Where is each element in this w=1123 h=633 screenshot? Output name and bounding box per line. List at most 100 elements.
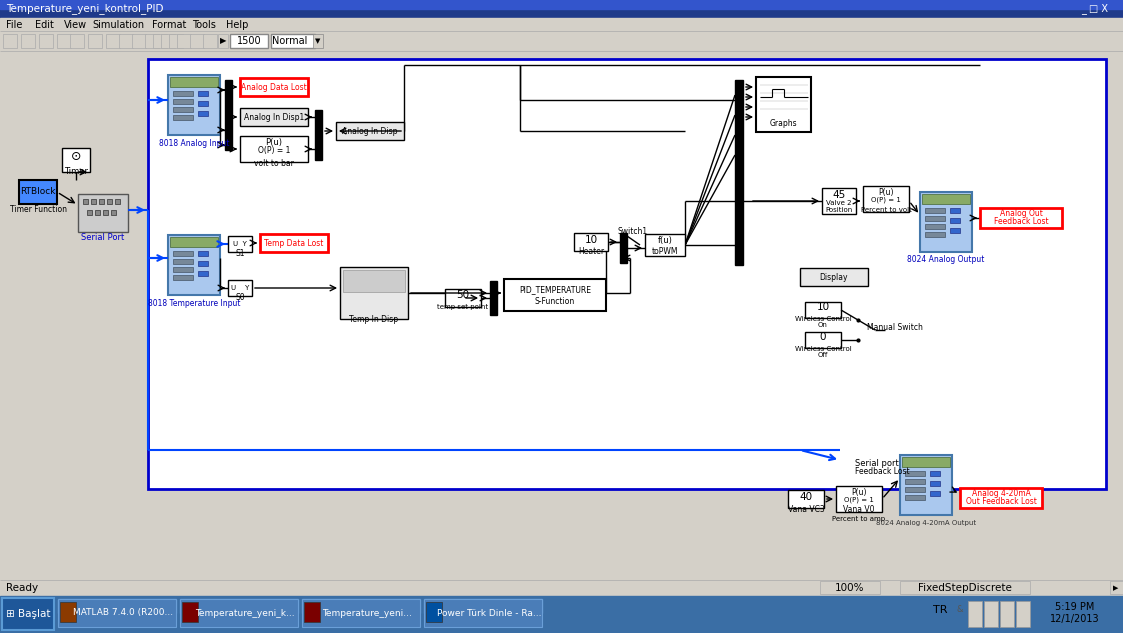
Text: P(u): P(u) [265, 139, 283, 147]
Text: Manual Switch: Manual Switch [867, 323, 923, 332]
Text: 100%: 100% [836, 583, 865, 593]
Bar [2, 598, 54, 630]
Bar [170, 237, 218, 247]
Bar [103, 210, 108, 215]
Bar [2, 598, 54, 614]
Bar [240, 78, 308, 96]
Bar [862, 186, 909, 212]
Bar [261, 234, 328, 252]
Bar [198, 111, 208, 116]
Bar [77, 194, 128, 232]
Text: Vana V0: Vana V0 [843, 505, 875, 513]
Text: Position: Position [825, 207, 852, 213]
Bar [99, 199, 104, 204]
Bar [173, 115, 193, 120]
Bar [173, 91, 193, 96]
Text: 12/1/2013: 12/1/2013 [1050, 614, 1099, 624]
Text: S1: S1 [235, 249, 245, 258]
Text: P(u): P(u) [878, 187, 894, 196]
Bar [198, 101, 208, 106]
Bar [756, 77, 811, 132]
Text: Serial port: Serial port [855, 458, 898, 468]
Bar [302, 599, 420, 613]
Bar [86, 210, 92, 215]
Bar [168, 235, 220, 295]
Text: Temp Data Lost: Temp Data Lost [264, 239, 323, 248]
Bar [336, 122, 404, 140]
Bar [902, 457, 950, 467]
Text: Out Feedback Lost: Out Feedback Lost [966, 498, 1037, 506]
Text: ▶: ▶ [220, 37, 226, 46]
Bar [304, 602, 320, 622]
Bar [168, 34, 183, 48]
Text: S0: S0 [235, 292, 245, 301]
Text: Timer: Timer [64, 168, 88, 177]
Bar [203, 34, 217, 48]
Text: TR: TR [933, 605, 947, 615]
Bar [39, 34, 53, 48]
Bar [0, 600, 1123, 602]
Text: ⊙: ⊙ [71, 151, 81, 163]
Text: Temperature_yeni...: Temperature_yeni... [322, 608, 412, 618]
Bar [58, 599, 176, 613]
Text: 5:19 PM: 5:19 PM [1056, 602, 1095, 612]
Bar [984, 601, 998, 627]
Bar [83, 199, 88, 204]
Text: O(P) = 1: O(P) = 1 [871, 197, 901, 203]
Bar [905, 471, 925, 476]
Bar [198, 251, 208, 256]
Bar [920, 192, 973, 252]
Text: Edit: Edit [35, 20, 54, 30]
Bar [0, 598, 1123, 600]
Bar [177, 34, 191, 48]
Text: Ready: Ready [6, 583, 38, 593]
Bar [21, 34, 35, 48]
Bar [950, 208, 960, 213]
Bar [925, 232, 944, 237]
Bar [0, 0, 1123, 18]
Bar [504, 279, 606, 311]
Text: S-Function: S-Function [535, 296, 575, 306]
Bar [180, 599, 298, 627]
Bar [153, 34, 167, 48]
Bar [314, 110, 322, 160]
Bar [173, 259, 193, 264]
Bar [925, 224, 944, 229]
Text: Analog In Disp1: Analog In Disp1 [244, 113, 304, 122]
Bar [173, 99, 193, 104]
Text: 1500: 1500 [237, 36, 262, 46]
Bar [111, 210, 116, 215]
Bar [170, 77, 218, 87]
Bar [900, 455, 952, 515]
Text: ⊞ Başlat: ⊞ Başlat [6, 609, 51, 619]
Bar [950, 228, 960, 233]
Bar [70, 34, 84, 48]
Bar [645, 234, 685, 256]
Text: Format: Format [153, 20, 186, 30]
Bar [490, 281, 497, 315]
Bar [905, 495, 925, 500]
Bar [173, 267, 193, 272]
Text: 8018 Analog Input: 8018 Analog Input [158, 139, 229, 147]
Bar [173, 107, 193, 112]
Bar [930, 471, 940, 476]
Bar [88, 34, 102, 48]
Text: 40: 40 [800, 492, 813, 502]
Bar [1110, 581, 1123, 594]
Text: _ □ X: _ □ X [1081, 4, 1108, 15]
Bar [343, 270, 405, 292]
Bar [19, 180, 57, 204]
Bar [218, 34, 228, 48]
Text: Simulation: Simulation [92, 20, 145, 30]
Text: toPWM: toPWM [651, 248, 678, 256]
Text: U    Y: U Y [231, 285, 249, 291]
Bar [302, 599, 420, 627]
Text: ▼: ▼ [316, 38, 321, 44]
Bar [980, 208, 1062, 228]
Text: Analog Data Lost: Analog Data Lost [241, 82, 307, 92]
Text: View: View [64, 20, 86, 30]
Bar [900, 581, 1030, 594]
Text: f(u): f(u) [658, 237, 673, 246]
Text: Display: Display [820, 272, 848, 282]
Text: Wireless Control: Wireless Control [795, 346, 851, 352]
